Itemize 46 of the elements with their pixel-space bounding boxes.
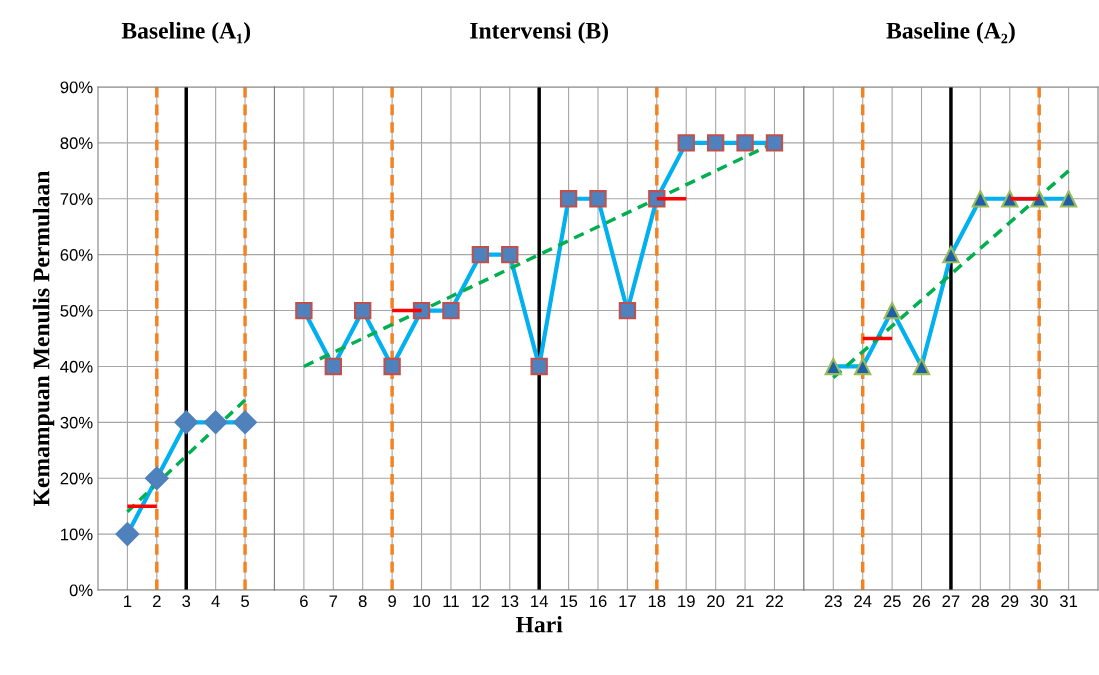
y-tick-label: 60% — [60, 249, 93, 261]
x-tick-label: 15 — [560, 595, 578, 608]
x-tick-label: 26 — [913, 595, 931, 608]
chart-title: Baseline (A₁) — [121, 22, 251, 44]
y-tick-label: 10% — [61, 528, 93, 541]
x-tick-label: 6 — [300, 595, 308, 608]
x-axis-title: Hari — [515, 615, 563, 633]
x-tick-label: 3 — [182, 595, 191, 608]
x-tick-label: 20 — [707, 595, 725, 608]
y-tick-label: 80% — [60, 137, 93, 150]
x-tick-label: 27 — [942, 595, 960, 607]
x-tick-label: 9 — [388, 595, 396, 608]
x-tick-label: 22 — [766, 595, 783, 607]
chart-title: Baseline (A₂) — [886, 22, 1015, 44]
x-tick-label: 29 — [1001, 595, 1019, 608]
x-tick-label: 7 — [329, 595, 338, 607]
x-tick-label: 13 — [501, 595, 519, 608]
y-tick-label: 0% — [69, 584, 93, 597]
chart-title: Intervensi (B) — [470, 22, 608, 44]
y-tick-label: 90% — [60, 81, 93, 94]
x-tick-label: 18 — [648, 595, 666, 608]
y-axis-title: Kemampuan Menulis Permulaan — [32, 170, 55, 506]
x-tick-label: 10 — [413, 595, 431, 608]
x-tick-label: 4 — [211, 595, 220, 607]
x-tick-label: 25 — [883, 595, 901, 608]
y-tick-label: 20% — [60, 472, 93, 485]
x-tick-label: 16 — [590, 595, 607, 608]
x-tick-label: 11 — [443, 595, 459, 607]
x-tick-label: 14 — [531, 595, 548, 607]
x-tick-label: 30 — [1030, 595, 1048, 608]
x-tick-label: 28 — [971, 595, 989, 608]
x-tick-label: 12 — [472, 595, 489, 607]
x-tick-label: 17 — [619, 595, 636, 607]
x-tick-label: 5 — [241, 595, 249, 608]
x-tick-label: 19 — [678, 595, 695, 608]
y-tick-label: 70% — [60, 193, 93, 205]
y-tick-label: 50% — [60, 304, 93, 317]
y-tick-label: 30% — [60, 416, 93, 429]
x-tick-label: 8 — [358, 595, 367, 608]
y-tick-label: 40% — [60, 360, 93, 373]
x-tick-label: 2 — [153, 595, 161, 607]
x-tick-label: 21 — [736, 595, 754, 607]
x-tick-label: 1 — [124, 595, 132, 607]
x-tick-label: 31 — [1059, 595, 1078, 608]
x-tick-label: 24 — [854, 595, 872, 607]
x-tick-label: 23 — [824, 595, 842, 608]
